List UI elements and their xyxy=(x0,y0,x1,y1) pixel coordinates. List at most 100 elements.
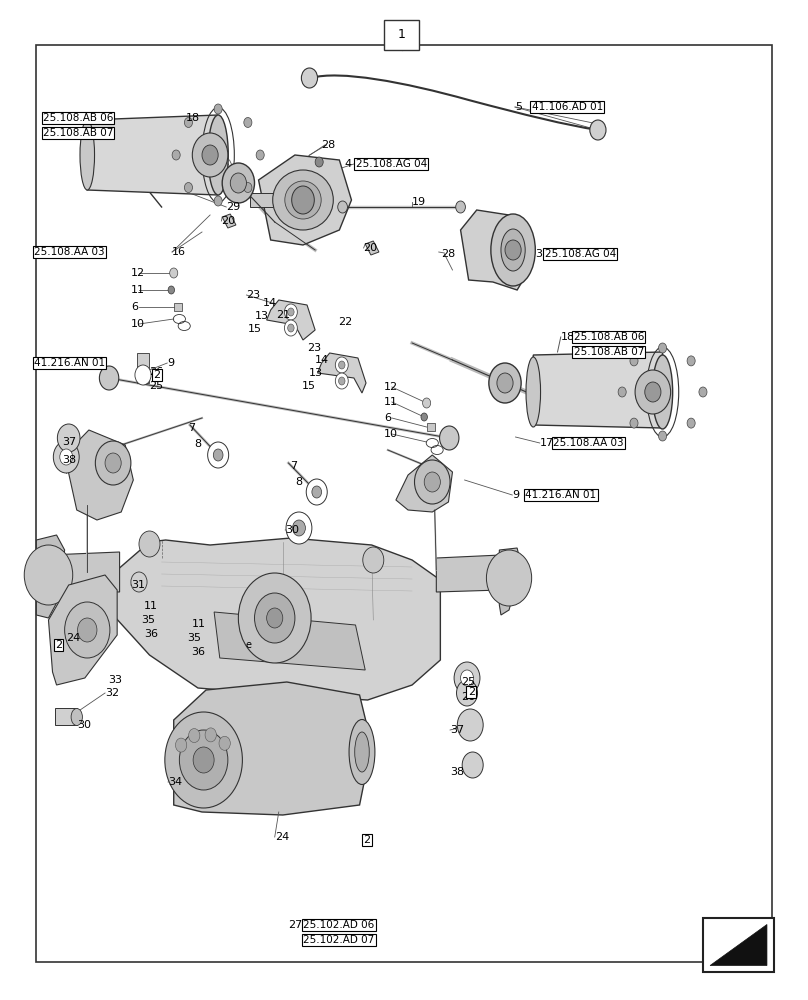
Ellipse shape xyxy=(80,120,95,190)
Circle shape xyxy=(339,361,345,369)
Polygon shape xyxy=(267,300,315,340)
Polygon shape xyxy=(214,612,365,670)
Text: 2: 2 xyxy=(55,640,62,650)
Bar xyxy=(703,918,774,972)
Text: 18: 18 xyxy=(186,113,200,123)
Text: 10: 10 xyxy=(131,319,145,329)
Text: 26: 26 xyxy=(149,367,163,377)
Text: 35: 35 xyxy=(187,633,201,643)
Text: 11: 11 xyxy=(384,397,398,407)
Polygon shape xyxy=(710,924,767,966)
Text: 9: 9 xyxy=(512,490,520,500)
Text: 30: 30 xyxy=(285,525,299,535)
Text: 36: 36 xyxy=(191,647,205,657)
Circle shape xyxy=(214,196,222,206)
Circle shape xyxy=(486,550,532,606)
Text: 25.102.AD 06: 25.102.AD 06 xyxy=(303,920,374,930)
Text: 25.108.AB 06: 25.108.AB 06 xyxy=(574,332,644,342)
Text: 24: 24 xyxy=(275,832,289,842)
Text: 17: 17 xyxy=(540,438,553,448)
Bar xyxy=(384,20,419,50)
Circle shape xyxy=(645,382,661,402)
Text: 5: 5 xyxy=(516,102,523,112)
Circle shape xyxy=(312,486,322,498)
Circle shape xyxy=(497,373,513,393)
Circle shape xyxy=(139,531,160,557)
Polygon shape xyxy=(113,538,440,700)
Bar xyxy=(174,303,182,311)
Text: 1: 1 xyxy=(398,28,406,41)
Circle shape xyxy=(165,712,242,808)
Circle shape xyxy=(292,186,314,214)
Text: e: e xyxy=(246,640,251,650)
Circle shape xyxy=(286,512,312,544)
Ellipse shape xyxy=(355,732,369,772)
Circle shape xyxy=(193,747,214,773)
Text: 24: 24 xyxy=(66,633,81,643)
Bar xyxy=(250,193,273,207)
Text: 13: 13 xyxy=(255,311,269,321)
Text: 14: 14 xyxy=(263,298,276,308)
Circle shape xyxy=(288,324,294,332)
Polygon shape xyxy=(222,214,236,228)
Text: 2: 2 xyxy=(154,370,161,380)
Text: 25.102.AD 07: 25.102.AD 07 xyxy=(303,935,374,945)
Text: 25.108.AB 06: 25.108.AB 06 xyxy=(43,113,113,123)
Circle shape xyxy=(24,545,73,605)
Text: 2: 2 xyxy=(468,687,475,697)
Circle shape xyxy=(131,572,147,592)
Circle shape xyxy=(635,370,671,414)
Text: 29: 29 xyxy=(226,202,241,212)
Circle shape xyxy=(489,363,521,403)
Text: 25.108.AG 04: 25.108.AG 04 xyxy=(356,159,427,169)
Text: 2: 2 xyxy=(364,835,371,845)
Text: 37: 37 xyxy=(450,725,464,735)
Circle shape xyxy=(192,133,228,177)
Circle shape xyxy=(301,68,318,88)
Circle shape xyxy=(65,602,110,658)
Bar xyxy=(137,353,149,383)
Text: 30: 30 xyxy=(77,720,90,730)
Text: 8: 8 xyxy=(296,477,303,487)
Circle shape xyxy=(363,547,384,573)
Text: 41.216.AN 01: 41.216.AN 01 xyxy=(525,490,596,500)
Text: 23: 23 xyxy=(307,343,321,353)
Text: 25.108.AA 03: 25.108.AA 03 xyxy=(34,247,104,257)
Text: 38: 38 xyxy=(62,455,76,465)
Text: 36: 36 xyxy=(144,629,158,639)
Circle shape xyxy=(630,356,638,366)
Text: 31: 31 xyxy=(131,580,145,590)
Text: 25.108.AB 07: 25.108.AB 07 xyxy=(43,128,113,138)
Text: 25: 25 xyxy=(461,677,475,687)
Text: 25: 25 xyxy=(149,381,163,391)
Polygon shape xyxy=(396,455,452,512)
Circle shape xyxy=(256,150,264,160)
Text: 12: 12 xyxy=(384,382,398,392)
Circle shape xyxy=(461,670,473,686)
Polygon shape xyxy=(461,210,533,290)
Polygon shape xyxy=(65,430,133,520)
Circle shape xyxy=(244,183,252,193)
Circle shape xyxy=(219,736,230,750)
Circle shape xyxy=(457,680,478,706)
Polygon shape xyxy=(174,682,372,815)
Circle shape xyxy=(659,431,667,441)
Text: 20: 20 xyxy=(221,216,235,226)
Circle shape xyxy=(172,150,180,160)
Ellipse shape xyxy=(349,720,375,784)
Circle shape xyxy=(339,377,345,385)
Text: 28: 28 xyxy=(322,140,336,150)
Circle shape xyxy=(184,117,192,127)
Circle shape xyxy=(659,343,667,353)
Text: 35: 35 xyxy=(141,615,155,625)
Circle shape xyxy=(462,752,483,778)
Polygon shape xyxy=(365,241,379,255)
Text: 7: 7 xyxy=(290,461,297,471)
Circle shape xyxy=(53,441,79,473)
Circle shape xyxy=(284,304,297,320)
Text: 13: 13 xyxy=(309,368,322,378)
Text: 37: 37 xyxy=(62,437,76,447)
Ellipse shape xyxy=(272,170,334,230)
Ellipse shape xyxy=(208,115,229,195)
Polygon shape xyxy=(533,352,663,428)
